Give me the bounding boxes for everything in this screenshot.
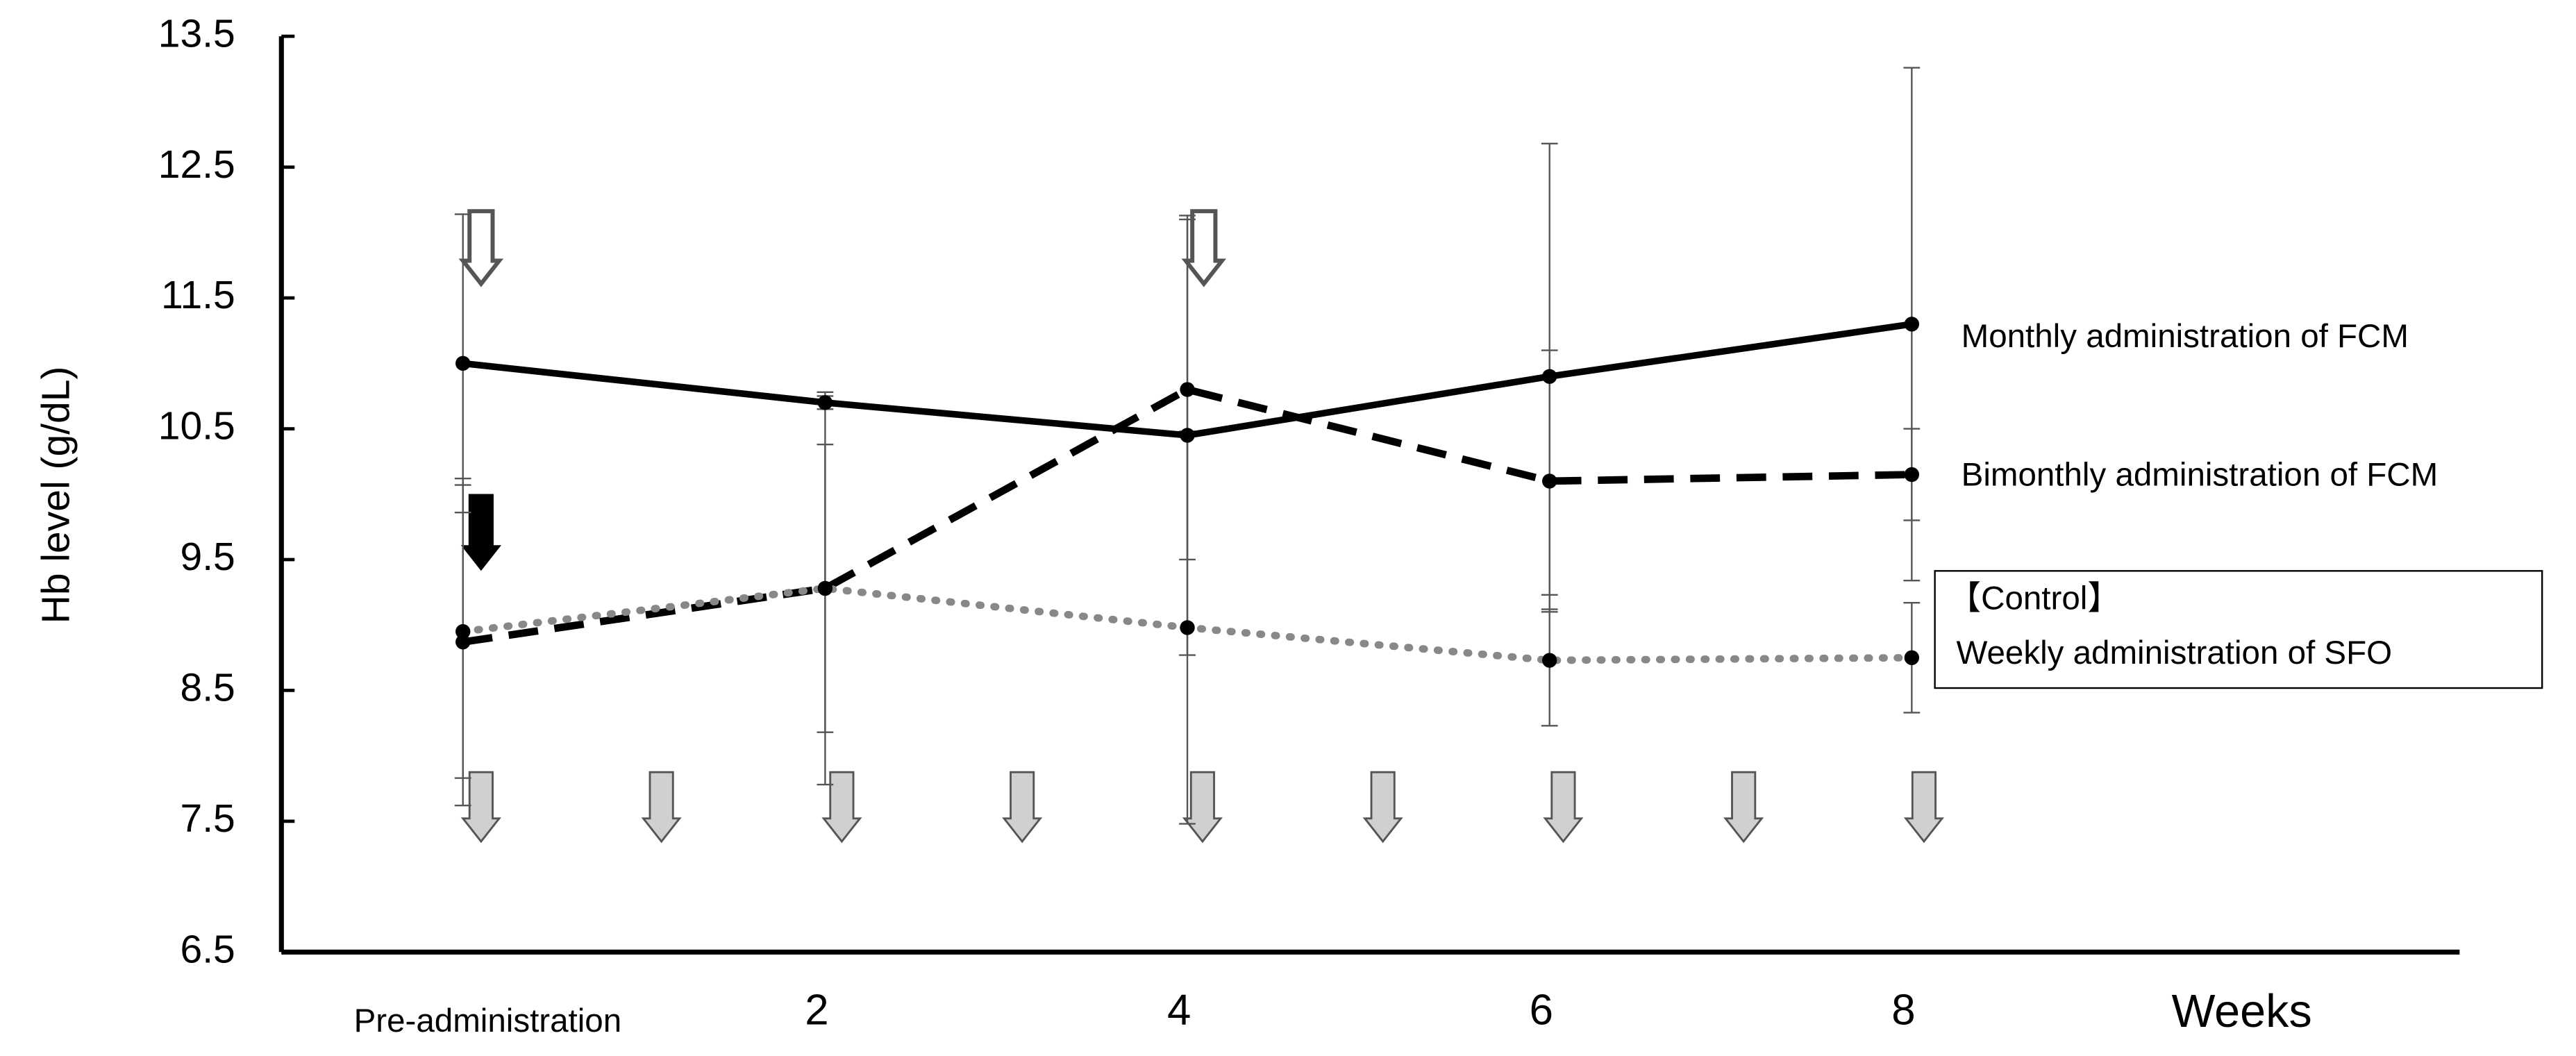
- point: [817, 580, 833, 596]
- bimonthly-arrow: [460, 494, 501, 571]
- x-tick-label: 2: [805, 987, 828, 1034]
- point: [455, 635, 471, 650]
- x-tick-label: 4: [1167, 987, 1191, 1034]
- sfo-arrow: [1903, 771, 1945, 844]
- sfo-arrow: [1723, 771, 1764, 844]
- y-axis-label: Hb level (g/dL): [34, 367, 78, 624]
- point: [1180, 620, 1195, 635]
- monthly-arrow: [458, 209, 504, 287]
- control-box: [1934, 570, 2543, 689]
- series-label: Monthly administration of FCM: [1962, 318, 2409, 355]
- series-line: [462, 385, 1912, 646]
- sfo-arrow: [460, 771, 501, 844]
- sfo-arrow: [1543, 771, 1584, 844]
- sfo-arrow: [821, 771, 862, 844]
- monthly-arrow: [1181, 209, 1227, 287]
- y-tick-label: 10.5: [158, 404, 235, 449]
- x-tick-label: 6: [1530, 987, 1553, 1034]
- point: [455, 623, 471, 639]
- point: [1904, 317, 1920, 332]
- point: [1904, 467, 1920, 483]
- series-label: Bimonthly administration of FCM: [1962, 456, 2439, 493]
- y-tick-label: 13.5: [158, 11, 235, 56]
- point: [1541, 369, 1557, 384]
- y-tick-label: 9.5: [180, 535, 235, 579]
- point: [1180, 382, 1195, 397]
- control-label: 【Control】: [1948, 580, 2121, 617]
- sfo-arrow: [1002, 771, 1043, 844]
- y-tick-label: 8.5: [180, 665, 235, 710]
- point: [1180, 428, 1195, 443]
- y-tick-label: 12.5: [158, 142, 235, 187]
- sfo-arrow: [1362, 771, 1403, 844]
- sfo-arrow: [641, 771, 682, 844]
- point: [1904, 650, 1920, 666]
- point: [817, 395, 833, 410]
- point: [1541, 473, 1557, 489]
- point: [1541, 653, 1557, 668]
- sfo-arrow: [1182, 771, 1223, 844]
- y-tick-label: 7.5: [180, 796, 235, 841]
- y-tick-label: 6.5: [180, 927, 235, 971]
- x-axis-label: Weeks: [2172, 986, 2312, 1037]
- y-tick-label: 11.5: [161, 273, 235, 317]
- x-tick-label: 8: [1891, 987, 1915, 1034]
- x-tick-label: Pre-administration: [354, 1003, 622, 1039]
- series-label: Weekly administration of SFO: [1957, 635, 2393, 671]
- point: [455, 355, 471, 371]
